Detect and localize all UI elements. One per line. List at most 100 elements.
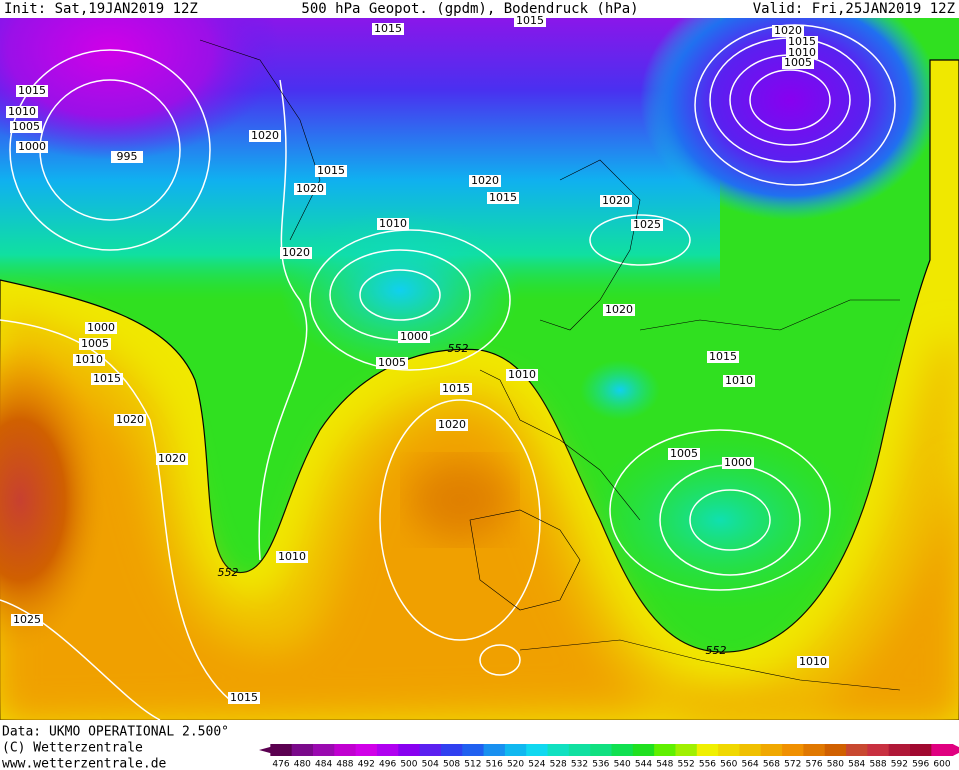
colorbar-label: 500 xyxy=(400,760,417,770)
colorbar-swatch xyxy=(376,744,399,756)
isobar-label: 1020 xyxy=(158,452,186,465)
isobar-label: 1000 xyxy=(400,330,428,343)
isobar-label-bg xyxy=(797,656,829,668)
colorbar-label: 536 xyxy=(592,760,609,770)
isobar-label-bg xyxy=(786,36,818,48)
isobar-label: 1005 xyxy=(378,356,406,369)
isobar-label: 1020 xyxy=(251,129,279,142)
isobar-label-bg xyxy=(16,85,48,97)
colorbar-swatch xyxy=(696,744,719,756)
isobar-label: 1015 xyxy=(788,35,816,48)
colorbar-swatch xyxy=(867,744,890,756)
colorbar-label: 596 xyxy=(912,760,929,770)
isobar-label-bg xyxy=(469,175,501,187)
isobar-label-bg xyxy=(723,375,755,387)
colorbar-label: 576 xyxy=(805,760,822,770)
isobar-label: 1015 xyxy=(709,350,737,363)
isobar-label-bg xyxy=(487,192,519,204)
isobar-labels: 1015101510201015101010051015101010051000… xyxy=(6,14,829,704)
colorbar-swatch xyxy=(632,744,655,756)
isobar-label: 1010 xyxy=(278,550,306,563)
colorbar-label: 580 xyxy=(827,760,844,770)
colorbar-swatch xyxy=(419,744,442,756)
isobar-label: 995 xyxy=(117,150,138,163)
isobar-label-bg xyxy=(506,369,538,381)
isobar-label: 1015 xyxy=(442,382,470,395)
isobar-label-bg xyxy=(668,448,700,460)
colorbar-swatch xyxy=(739,744,762,756)
colorbar-label: 548 xyxy=(656,760,673,770)
colorbar-label: 556 xyxy=(699,760,716,770)
isobar-label-bg xyxy=(514,15,546,27)
isobar-label: 1000 xyxy=(87,321,115,334)
isobar-label-bg xyxy=(228,692,260,704)
colorbar-label: 516 xyxy=(486,760,503,770)
isobar-label: 1005 xyxy=(12,120,40,133)
colorbar-swatch xyxy=(824,744,847,756)
copyright: (C) Wetterzentrale xyxy=(2,741,143,756)
isobar-label-bg xyxy=(10,121,42,133)
isobar-label-bg xyxy=(707,351,739,363)
colorbar-label: 512 xyxy=(464,760,481,770)
colorbar-swatch xyxy=(931,744,954,756)
isobar-label-bg xyxy=(376,357,408,369)
map-title: 500 hPa Geopot. (gpdm), Bodendruck (hPa) xyxy=(301,1,638,17)
colorbar-swatch xyxy=(547,744,570,756)
colorbar-label: 496 xyxy=(379,760,396,770)
map-field xyxy=(0,0,959,720)
colorbar-label: 592 xyxy=(891,760,908,770)
colorbar-swatch xyxy=(888,744,911,756)
colorbar-label: 572 xyxy=(784,760,801,770)
isobar-label-bg xyxy=(156,453,188,465)
isobar-label: 1010 xyxy=(379,217,407,230)
isobar-label-bg xyxy=(398,331,430,343)
isobar-label: 1020 xyxy=(774,24,802,37)
isobar-label-bg xyxy=(16,141,48,153)
colorbar-label: 508 xyxy=(443,760,460,770)
isobar-label: 1020 xyxy=(296,182,324,195)
init-time: Init: Sat,19JAN2019 12Z xyxy=(4,1,198,17)
colorbar-label: 544 xyxy=(635,760,652,770)
isobar-label: 1025 xyxy=(13,613,41,626)
isobar-label-bg xyxy=(79,338,111,350)
colorbar-label: 524 xyxy=(528,760,545,770)
valid-time: Valid: Fri,25JAN2019 12Z xyxy=(753,1,955,17)
colorbar-swatch xyxy=(590,744,612,756)
isobar-label-bg xyxy=(114,414,146,426)
colorbar-swatch xyxy=(312,744,335,756)
colorbar-label: 600 xyxy=(933,760,950,770)
isobar-label-bg xyxy=(111,151,143,163)
colorbar-swatch xyxy=(675,744,698,756)
isobar-label: 1025 xyxy=(633,218,661,231)
isobar-label-bg xyxy=(315,165,347,177)
colorbar-swatch xyxy=(440,744,463,756)
colorbar-label: 568 xyxy=(763,760,780,770)
isobar-label: 1020 xyxy=(116,413,144,426)
isobar-label-bg xyxy=(11,614,43,626)
colorbar: 476 480 484 488 492 496 500 504 508 512 516 520 524 5… xyxy=(259,744,959,770)
colorbar-swatch xyxy=(910,744,932,756)
isobar-label-bg xyxy=(603,304,635,316)
colorbar-swatch xyxy=(846,744,868,756)
colorbar-label: 484 xyxy=(315,760,332,770)
colorbar-swatch xyxy=(782,744,804,756)
isobar-label: 1015 xyxy=(516,14,544,27)
isobar-label-bg xyxy=(722,457,754,469)
data-source: Data: UKMO OPERATIONAL 2.500° xyxy=(2,725,229,740)
colorbar-swatch xyxy=(760,744,783,756)
colorbar-label: 480 xyxy=(294,760,311,770)
isobar-label-bg xyxy=(440,383,472,395)
website: www.wetterzentrale.de xyxy=(2,757,167,770)
isobar-label: 1015 xyxy=(374,22,402,35)
isobar-label: 1005 xyxy=(670,447,698,460)
coastlines xyxy=(199,39,901,691)
header-bar xyxy=(0,0,959,18)
isobar-label-bg xyxy=(249,130,281,142)
isobar-label: 1010 xyxy=(75,353,103,366)
colorbar-swatch xyxy=(611,744,634,756)
isobar-label: 1015 xyxy=(93,372,121,385)
colorbar-label: 540 xyxy=(614,760,631,770)
isobar-label-bg xyxy=(294,183,326,195)
